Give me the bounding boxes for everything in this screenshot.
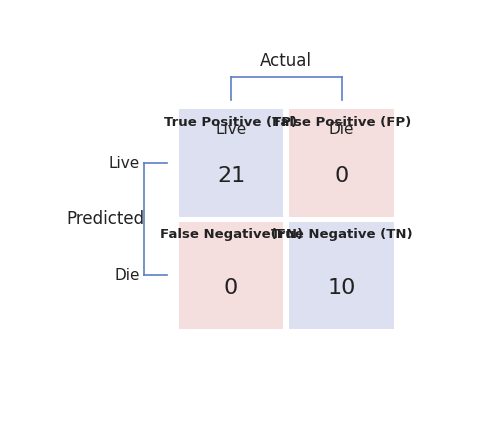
- Text: Predicted: Predicted: [66, 210, 144, 228]
- Text: 0: 0: [224, 278, 238, 298]
- Text: Live: Live: [216, 122, 246, 137]
- Text: Die: Die: [114, 268, 140, 283]
- Text: Actual: Actual: [260, 52, 312, 70]
- Text: 10: 10: [328, 278, 355, 298]
- Text: True Negative (TN): True Negative (TN): [270, 228, 412, 241]
- Text: True Positive (TP): True Positive (TP): [164, 116, 298, 129]
- FancyBboxPatch shape: [179, 222, 284, 329]
- Text: False Negative(FN): False Negative(FN): [160, 228, 302, 241]
- Text: False Positive (FP): False Positive (FP): [272, 116, 411, 129]
- Text: 21: 21: [217, 166, 245, 186]
- Text: Live: Live: [109, 156, 140, 170]
- FancyBboxPatch shape: [289, 110, 394, 217]
- Text: 0: 0: [334, 166, 348, 186]
- FancyBboxPatch shape: [289, 222, 394, 329]
- Text: Die: Die: [329, 122, 354, 137]
- FancyBboxPatch shape: [179, 110, 284, 217]
